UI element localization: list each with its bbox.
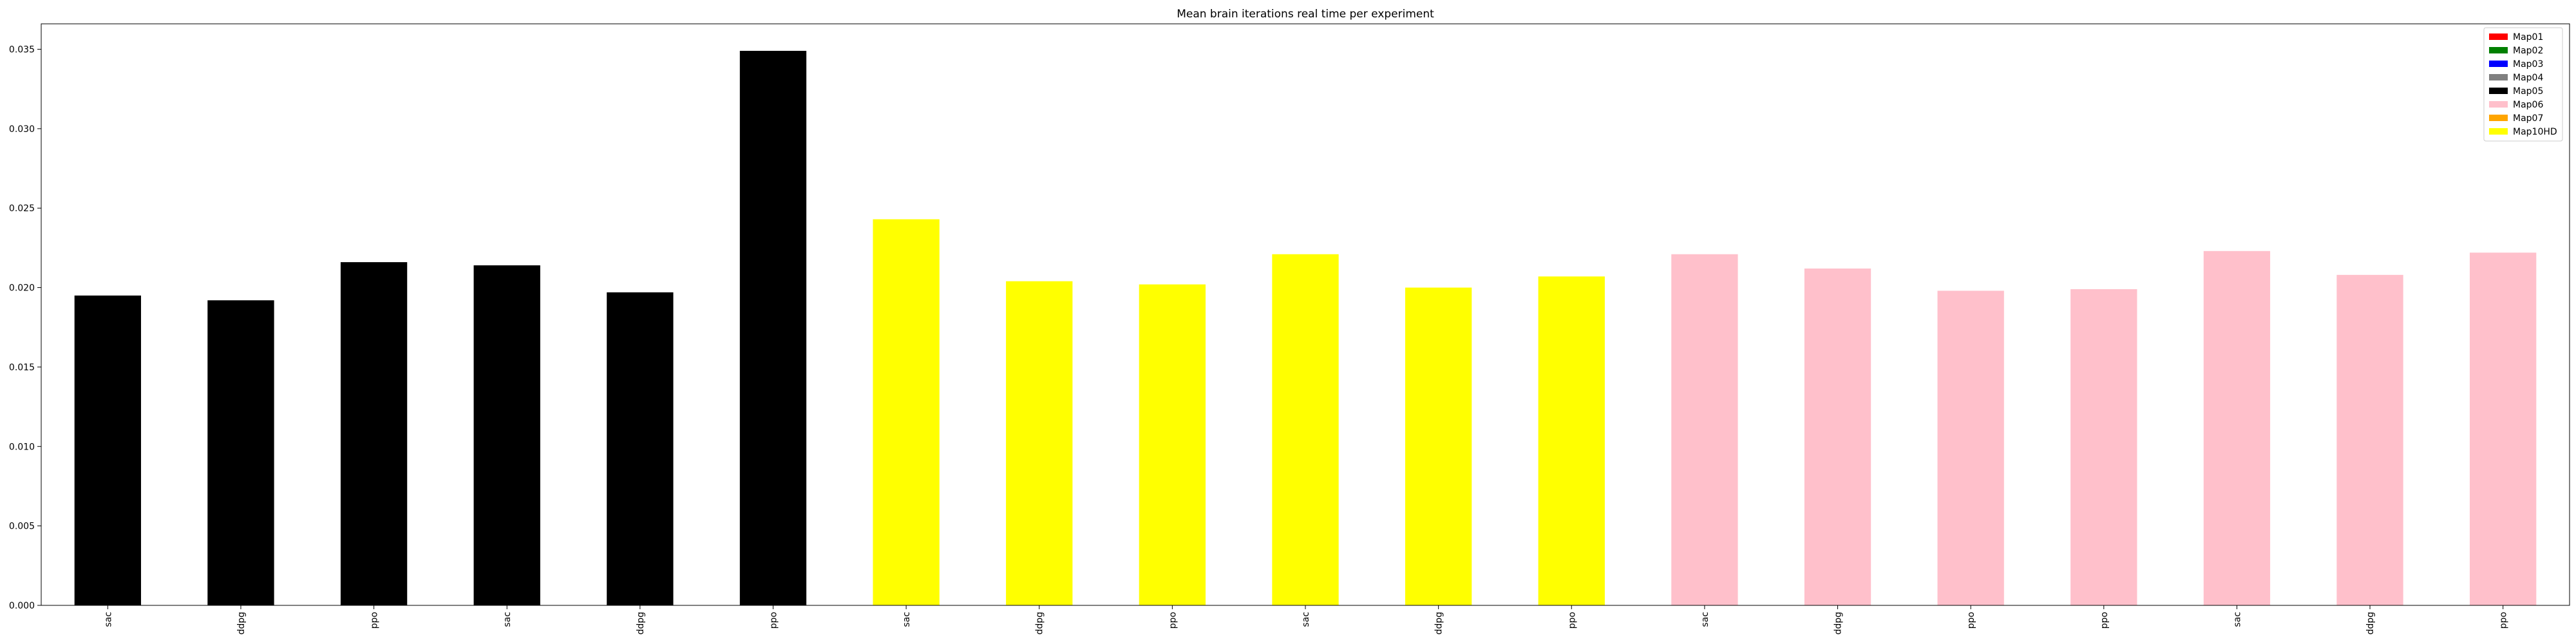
x-tick-label: ppo [2499, 612, 2509, 629]
bar [1272, 254, 1339, 605]
x-tick-label: ddpg [1035, 612, 1045, 635]
bar [1804, 268, 1871, 605]
x-tick-label: ppo [370, 612, 380, 629]
y-tick-label: 0.000 [9, 601, 35, 611]
legend-label: Map05 [2513, 86, 2543, 97]
bars-group [74, 50, 2537, 606]
bar [1405, 287, 1472, 605]
x-tick-label: ddpg [1434, 612, 1444, 635]
y-tick-label: 0.005 [9, 522, 35, 532]
legend-swatch [2489, 33, 2508, 40]
x-tick-label: ppo [768, 612, 779, 629]
bar [1139, 284, 1206, 605]
legend-swatch [2489, 74, 2508, 80]
legend-label: Map07 [2513, 113, 2543, 124]
chart-title: Mean brain iterations real time per expe… [1177, 8, 1434, 21]
bar [873, 219, 940, 605]
legend-label: Map06 [2513, 100, 2543, 110]
x-tick-label: ppo [1168, 612, 1178, 629]
bar [2203, 251, 2271, 605]
x-tick-label: ddpg [2365, 612, 2376, 635]
bar [2470, 252, 2537, 605]
y-tick-label: 0.020 [9, 283, 35, 294]
bar [1937, 290, 2004, 605]
bar [207, 300, 274, 605]
y-tick-label: 0.035 [9, 44, 35, 55]
bar [1671, 254, 1738, 605]
y-tick-label: 0.030 [9, 124, 35, 135]
bar [340, 262, 408, 605]
y-tick-label: 0.025 [9, 204, 35, 214]
bar [739, 50, 807, 605]
plot-frame [41, 23, 2570, 606]
legend-label: Map01 [2513, 32, 2543, 43]
x-tick-label: sac [502, 612, 513, 627]
bar [2336, 274, 2403, 605]
x-tick-label: ppo [2099, 612, 2110, 629]
legend: Map01 Map02 Map03 Map04 Map05 Map06 Map07 Map10… [2483, 27, 2563, 142]
x-axis: sac ddpg ppo sac ddpg ppo sac ddpg ppo sac ddpg ppo… [103, 605, 2509, 635]
x-tick-label: sac [1301, 612, 1311, 627]
x-tick-label: ddpg [1833, 612, 1844, 635]
y-tick-label: 0.015 [9, 363, 35, 373]
bar [607, 292, 674, 605]
x-tick-label: ddpg [236, 612, 247, 635]
legend-box [2483, 27, 2563, 142]
legend-label: Map04 [2513, 73, 2543, 83]
legend-swatch [2489, 47, 2508, 53]
bar [74, 295, 141, 605]
legend-label: Map03 [2513, 59, 2543, 70]
legend-label: Map02 [2513, 46, 2543, 56]
x-tick-label: ddpg [636, 612, 646, 635]
y-axis: 0.000 0.005 0.010 0.015 0.020 0.025 0.030 0.035 [9, 44, 41, 611]
x-tick-label: ppo [1567, 612, 1577, 629]
x-tick-label: sac [103, 612, 113, 627]
legend-swatch [2489, 88, 2508, 94]
y-tick-label: 0.010 [9, 442, 35, 452]
bar [2070, 289, 2137, 605]
legend-swatch [2489, 61, 2508, 67]
bar [473, 265, 540, 606]
x-tick-label: ppo [1966, 612, 1976, 629]
x-tick-label: sac [902, 612, 912, 627]
legend-swatch [2489, 128, 2508, 135]
x-tick-label: sac [2232, 612, 2242, 627]
x-tick-label: sac [1700, 612, 1710, 627]
bar [1006, 281, 1073, 605]
legend-swatch [2489, 115, 2508, 121]
legend-label: Map10HD [2513, 127, 2557, 137]
legend-swatch [2489, 101, 2508, 108]
bar [1538, 276, 1605, 605]
